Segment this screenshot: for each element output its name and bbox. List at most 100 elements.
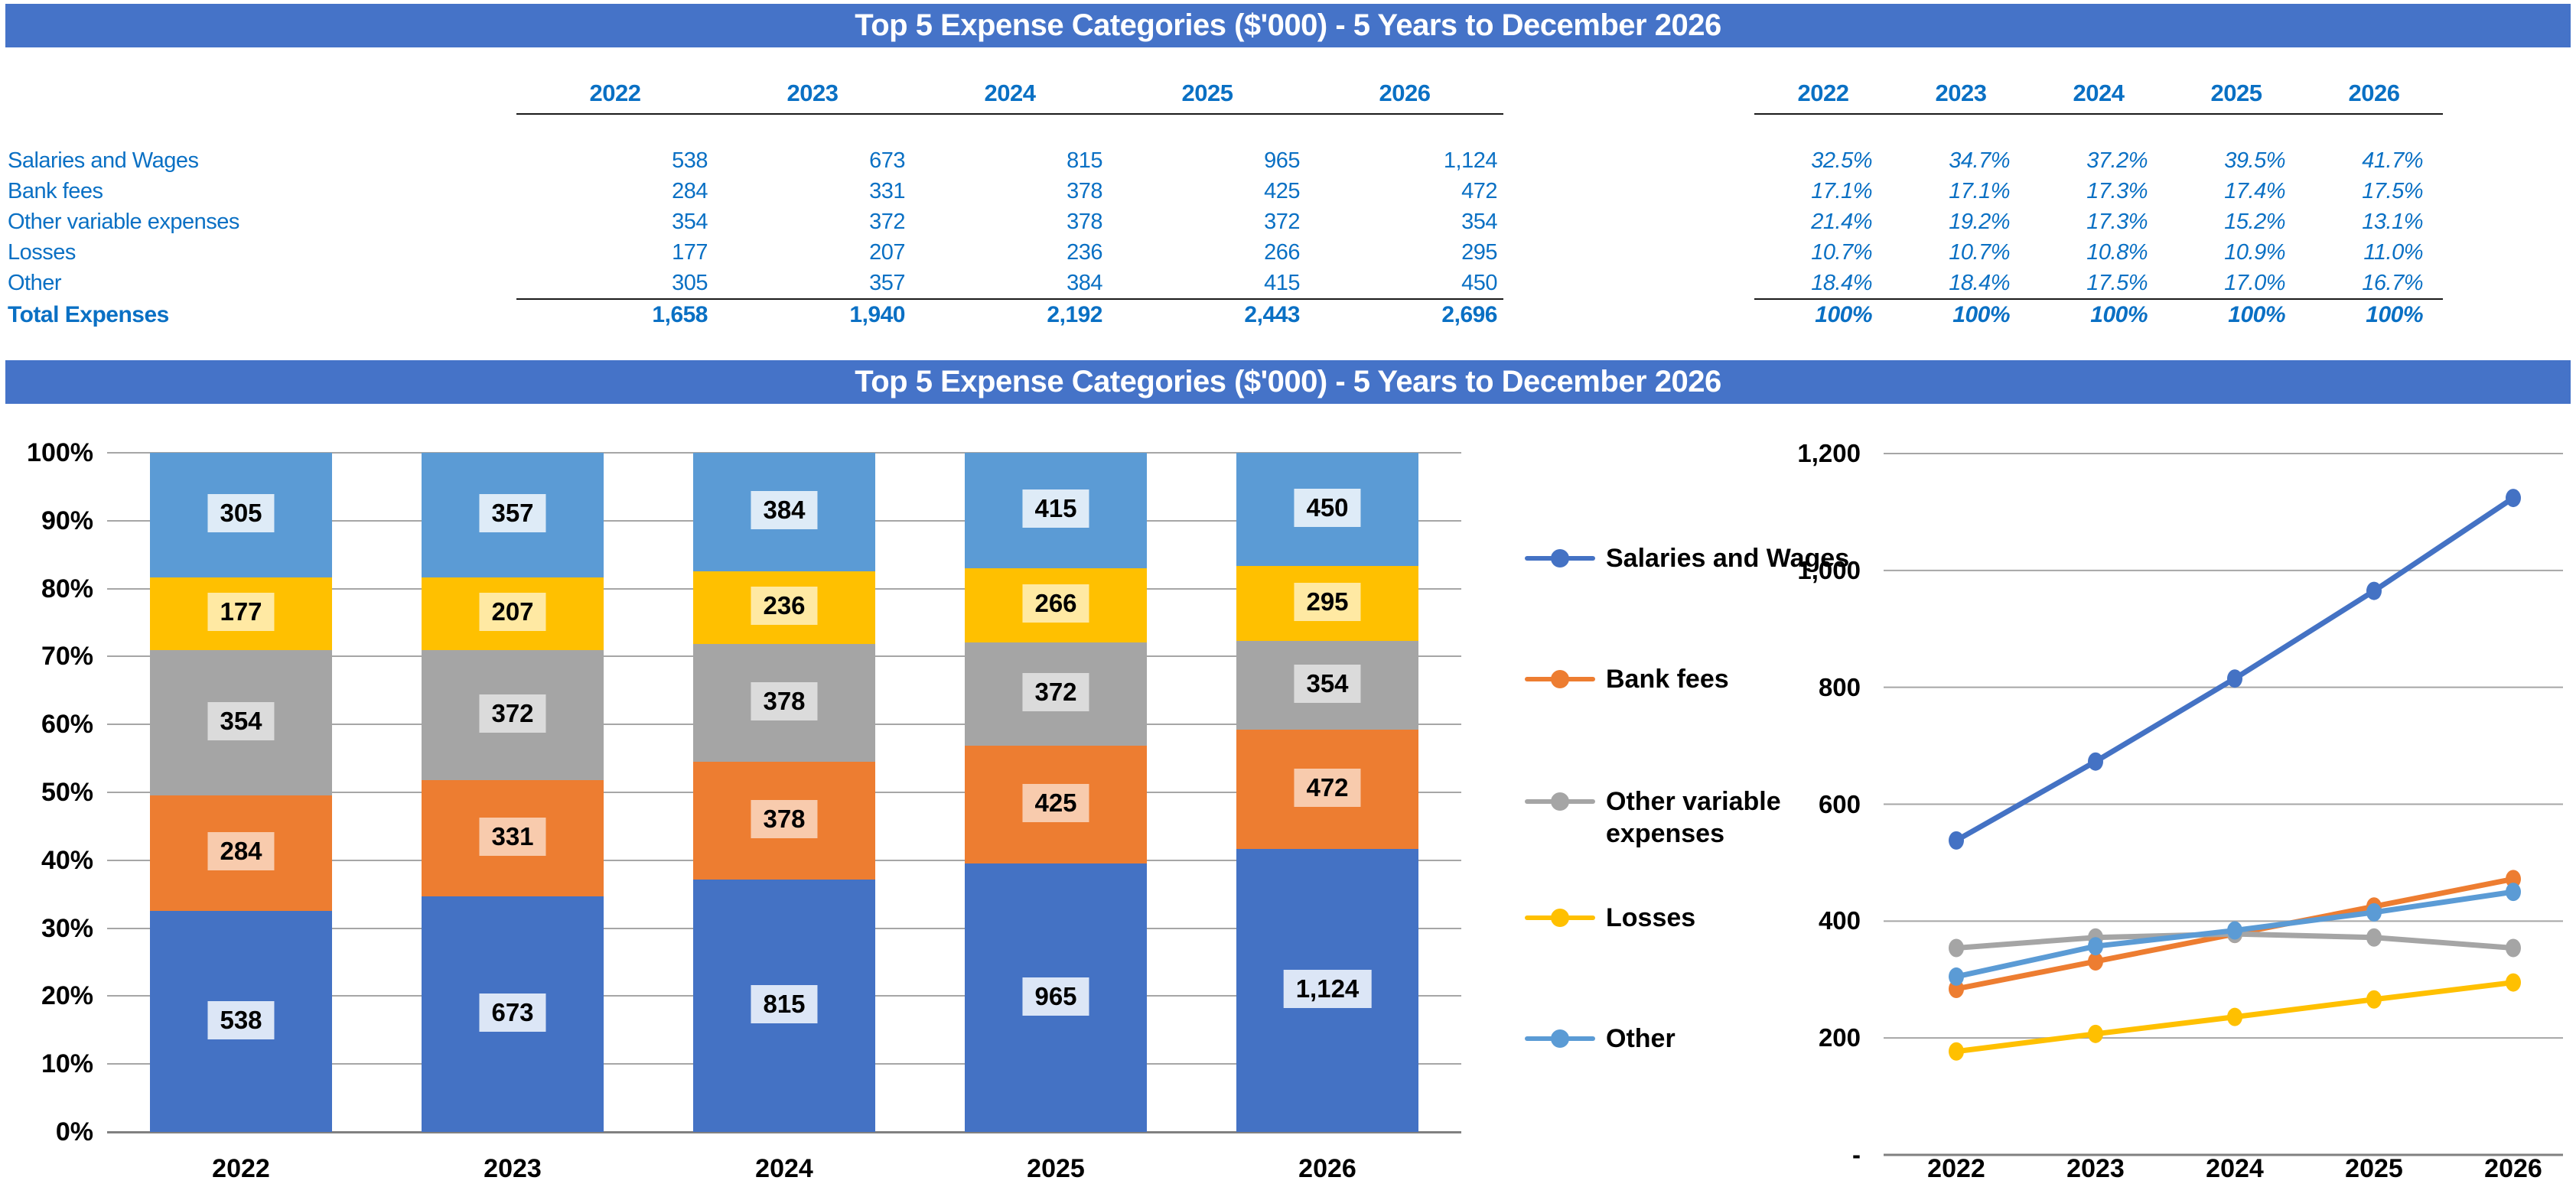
- bar-gridline: [107, 1130, 1461, 1133]
- bar-data-label: 354: [1294, 665, 1361, 704]
- value-cell: 354: [1461, 210, 1497, 234]
- legend-marker-icon: [1525, 663, 1595, 695]
- legend-dot-icon: [1551, 792, 1569, 811]
- bar-y-axis-label: 70%: [41, 642, 93, 672]
- value-cell: 472: [1461, 179, 1497, 203]
- pct-year-header: 2024: [2073, 80, 2125, 106]
- bar-data-label: 372: [479, 694, 546, 733]
- value-cell: 177: [672, 240, 708, 265]
- line-y-axis-label: 1,000: [1797, 555, 1861, 584]
- pct-cell: 17.1%: [1811, 179, 1872, 203]
- bar-data-label: 965: [1022, 977, 1089, 1016]
- bar-y-axis-label: 30%: [41, 913, 93, 943]
- bar-data-label: 472: [1294, 769, 1361, 807]
- line-series: [1953, 495, 2516, 844]
- legend-item: Bank fees: [1525, 663, 1858, 695]
- pct-header-rule: [1754, 113, 2443, 115]
- bar-data-label: 266: [1022, 584, 1089, 623]
- legend-item: Salaries and Wages: [1525, 542, 1858, 574]
- bar-data-label: 673: [479, 993, 546, 1032]
- value-cell: 236: [1067, 240, 1102, 265]
- value-cell: 354: [672, 210, 708, 234]
- category-label: Bank fees: [8, 179, 103, 203]
- value-cell: 207: [869, 240, 905, 265]
- values-header-rule: [516, 113, 1503, 115]
- bar-data-label: 331: [479, 817, 546, 856]
- bar-y-axis-label: 60%: [41, 710, 93, 740]
- bar-x-axis-label: 2022: [212, 1154, 270, 1183]
- bar-data-label: 284: [207, 832, 275, 871]
- bar-data-label: 538: [207, 1000, 275, 1039]
- bar-data-label: 207: [479, 593, 546, 631]
- total-pct-cell: 100%: [2090, 302, 2148, 327]
- pct-cell: 17.5%: [2086, 271, 2148, 295]
- line-y-axis-label: 400: [1818, 906, 1861, 935]
- pct-cell: 10.9%: [2224, 240, 2285, 265]
- bar-x-axis-label: 2024: [755, 1154, 813, 1183]
- pct-cell: 39.5%: [2224, 148, 2285, 173]
- bar-data-label: 295: [1294, 583, 1361, 622]
- pct-cell: 18.4%: [1949, 271, 2010, 295]
- legend-marker-icon: [1525, 542, 1595, 574]
- value-cell: 425: [1264, 179, 1300, 203]
- legend-dot-icon: [1551, 670, 1569, 688]
- value-cell: 378: [1067, 179, 1102, 203]
- pct-cell: 41.7%: [2362, 148, 2423, 173]
- value-cell: 357: [869, 271, 905, 295]
- values-total-rule: [516, 298, 1503, 300]
- bar-data-label: 384: [751, 491, 818, 530]
- line-data-point: [2366, 581, 2382, 600]
- total-label: Total Expenses: [8, 302, 169, 327]
- total-pct-cell: 100%: [2228, 302, 2285, 327]
- line-data-point: [2088, 937, 2103, 956]
- table-title-bar: Top 5 Expense Categories ($'000) - 5 Yea…: [5, 4, 2571, 47]
- line-data-point: [2506, 883, 2521, 902]
- bar-data-label: 305: [207, 494, 275, 533]
- bar-data-label: 236: [751, 587, 818, 626]
- pct-cell: 17.1%: [1949, 179, 2010, 203]
- pct-year-header: 2025: [2210, 80, 2262, 106]
- legend-label: Bank fees: [1606, 665, 1729, 694]
- legend-marker-icon: [1525, 785, 1595, 818]
- pct-cell: 18.4%: [1811, 271, 1872, 295]
- chart-title-text: Top 5 Expense Categories ($'000) - 5 Yea…: [855, 365, 1721, 398]
- category-label: Other variable expenses: [8, 210, 239, 234]
- value-cell: 450: [1461, 271, 1497, 295]
- pct-cell: 32.5%: [1811, 148, 1872, 173]
- line-data-point: [1949, 1042, 1964, 1061]
- line-data-point: [1949, 831, 1964, 850]
- value-cell: 372: [869, 210, 905, 234]
- bar-data-label: 425: [1022, 783, 1089, 822]
- table-title-text: Top 5 Expense Categories ($'000) - 5 Yea…: [855, 8, 1721, 42]
- value-cell: 538: [672, 148, 708, 173]
- line-data-point: [2506, 938, 2521, 958]
- line-y-axis-label: 1,200: [1797, 439, 1861, 467]
- pct-cell: 17.0%: [2224, 271, 2285, 295]
- pct-cell: 15.2%: [2224, 210, 2285, 234]
- line-x-axis-label: 2024: [2206, 1154, 2264, 1183]
- line-data-point: [2227, 1007, 2242, 1026]
- bar-y-axis-label: 20%: [41, 981, 93, 1011]
- line-data-point: [2088, 752, 2103, 771]
- bar-y-axis-label: 10%: [41, 1049, 93, 1079]
- value-cell: 1,124: [1443, 148, 1498, 173]
- line-data-point: [2506, 973, 2521, 992]
- pct-cell: 17.4%: [2224, 179, 2285, 203]
- bar-data-label: 357: [479, 494, 546, 533]
- line-data-point: [2227, 921, 2242, 940]
- value-cell: 815: [1067, 148, 1102, 173]
- line-data-point: [1949, 967, 1964, 986]
- bar-y-axis-label: 50%: [41, 778, 93, 807]
- line-data-point: [2366, 902, 2382, 922]
- bar-y-axis-label: 0%: [55, 1117, 93, 1146]
- line-x-axis-label: 2026: [2484, 1154, 2542, 1183]
- line-y-axis-label: -: [1852, 1140, 1861, 1169]
- pct-year-header: 2026: [2348, 80, 2400, 106]
- value-cell: 305: [672, 271, 708, 295]
- pct-cell: 21.4%: [1811, 210, 1872, 234]
- legend-label: Losses: [1606, 903, 1696, 932]
- bar-data-label: 415: [1022, 489, 1089, 528]
- line-x-axis-label: 2022: [1927, 1154, 1985, 1183]
- line-y-axis-label: 200: [1818, 1023, 1861, 1052]
- value-cell: 284: [672, 179, 708, 203]
